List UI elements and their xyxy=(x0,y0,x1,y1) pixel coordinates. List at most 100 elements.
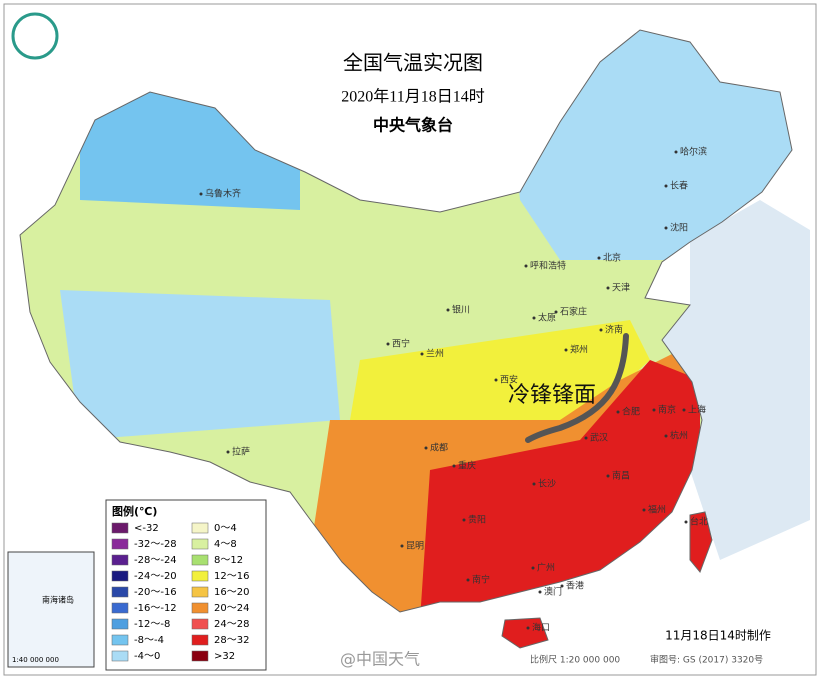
city-dot xyxy=(424,446,428,450)
city-label: 哈尔滨 xyxy=(680,146,707,158)
legend-label: -12～-8 xyxy=(134,619,170,630)
legend-label: >32 xyxy=(214,651,235,662)
legend-swatch xyxy=(191,618,209,630)
city-dot xyxy=(452,464,456,468)
city-label: 合肥 xyxy=(622,406,640,418)
city-dot xyxy=(597,256,601,260)
city-label: 南京 xyxy=(658,404,676,416)
legend-items: <-32 -32～-28 -28～-24 -24～-20 -20～-16 -16～-12 -… xyxy=(111,522,249,662)
city-dot xyxy=(682,408,686,412)
city-dot xyxy=(400,544,404,548)
city-label: 拉萨 xyxy=(232,446,250,458)
city-dot xyxy=(226,450,230,454)
legend-swatch xyxy=(111,602,129,614)
city-dot xyxy=(466,578,470,582)
title: 全国气温实况图 xyxy=(343,51,483,75)
city-label: 南宁 xyxy=(472,574,490,586)
legend-label: 4～8 xyxy=(214,539,237,550)
city-label: 杭州 xyxy=(670,430,688,442)
city-label: 福州 xyxy=(648,504,666,516)
city-label: 郑州 xyxy=(570,344,588,356)
city-label: 南昌 xyxy=(612,470,630,482)
legend-label: -20～-16 xyxy=(134,587,177,598)
watermark: @中国天气 xyxy=(340,650,420,669)
city-dot xyxy=(538,590,542,594)
city-label: 天津 xyxy=(612,283,630,294)
border xyxy=(19,29,793,613)
legend-label: 28～32 xyxy=(214,635,249,646)
legend-label: <-32 xyxy=(134,523,159,534)
legend-label: 0～4 xyxy=(214,523,237,534)
city-label: 银川 xyxy=(452,304,470,316)
city-dot xyxy=(652,408,656,412)
legend-swatch xyxy=(191,554,209,566)
legend-label: 8～12 xyxy=(214,555,243,566)
city-label: 武汉 xyxy=(590,432,608,444)
city-label: 乌鲁木齐 xyxy=(205,188,241,200)
inset-name: 南海诸岛 xyxy=(42,595,74,605)
legend-label: 16～20 xyxy=(214,587,249,598)
taiwan xyxy=(689,511,713,573)
city-dot xyxy=(606,286,610,290)
legend-swatch xyxy=(191,522,209,534)
sea xyxy=(660,200,810,560)
legend-label: -8～-4 xyxy=(134,635,164,646)
city-label: 太原 xyxy=(538,312,556,324)
legend-swatch xyxy=(111,538,129,550)
city-label: 长沙 xyxy=(538,478,556,490)
city-label: 海口 xyxy=(532,622,550,634)
legend-swatch xyxy=(191,570,209,582)
scale: 比例尺 1:20 000 000 xyxy=(530,654,620,666)
legend-swatch xyxy=(111,650,129,662)
city-dot xyxy=(524,264,528,268)
legend-swatch xyxy=(111,570,129,582)
agency: 中央气象台 xyxy=(373,116,453,135)
city-dot xyxy=(560,584,564,588)
cold-front xyxy=(525,333,629,443)
city-label: 西宁 xyxy=(392,338,410,350)
city-dot xyxy=(616,410,620,414)
inset-scale: 1:40 000 000 xyxy=(12,656,59,664)
legend-swatch xyxy=(191,650,209,662)
city-label: 沈阳 xyxy=(670,222,688,234)
city-dot xyxy=(446,308,450,312)
city-dot xyxy=(684,520,688,524)
annotation: 冷锋锋面 xyxy=(508,383,596,408)
city-dot xyxy=(526,626,530,630)
city-label: 广州 xyxy=(537,562,555,574)
city-label: 台北 xyxy=(690,516,708,528)
city-label: 兰州 xyxy=(426,348,444,360)
hainan xyxy=(501,617,549,649)
legend-swatch xyxy=(111,634,129,646)
inset xyxy=(7,551,95,668)
city-label: 长春 xyxy=(670,180,688,192)
city-label: 澳门 xyxy=(544,586,562,598)
city-dot xyxy=(664,226,668,230)
legend-label: -28～-24 xyxy=(134,555,177,566)
city-dot xyxy=(674,150,678,154)
city-label: 贵阳 xyxy=(468,514,486,526)
legend-swatch xyxy=(111,586,129,598)
city-label: 济南 xyxy=(605,324,623,336)
city-label: 石家庄 xyxy=(560,306,587,318)
field-cold xyxy=(60,290,340,440)
legend-label: -32～-28 xyxy=(134,539,177,550)
city-dot xyxy=(420,352,424,356)
city-label: 上海 xyxy=(688,404,706,416)
legend-swatch xyxy=(191,602,209,614)
city-dot xyxy=(642,508,646,512)
city-dot xyxy=(531,566,535,570)
legend-swatch xyxy=(191,586,209,598)
city-label: 呼和浩特 xyxy=(530,260,566,272)
logo xyxy=(11,12,59,60)
legend-swatch xyxy=(191,634,209,646)
city-dot xyxy=(554,310,558,314)
city-dot xyxy=(664,184,668,188)
city-dot xyxy=(199,192,203,196)
city-dot xyxy=(462,518,466,522)
city-dot xyxy=(664,434,668,438)
city-dot xyxy=(386,342,390,346)
made-time: 11月18日14时制作 xyxy=(665,629,771,643)
